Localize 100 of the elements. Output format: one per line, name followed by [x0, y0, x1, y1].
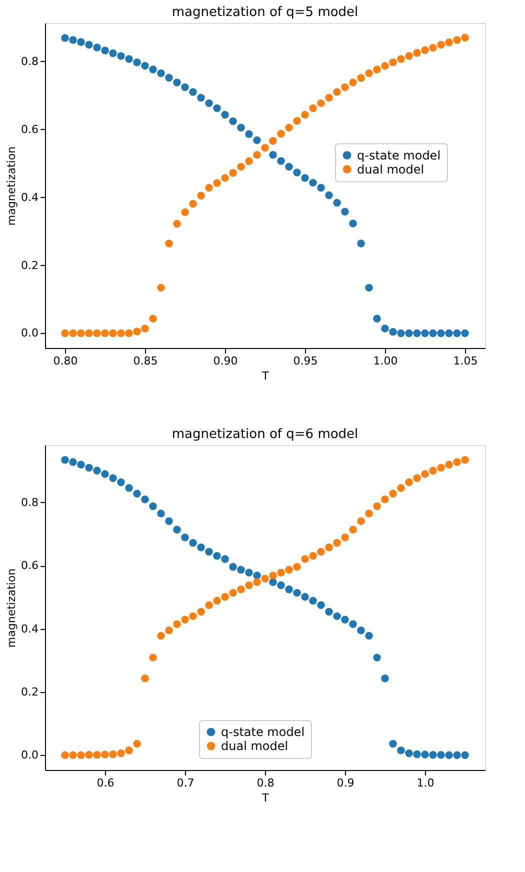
- point: [341, 534, 349, 542]
- point: [309, 552, 317, 560]
- y-tick-label: 0.8: [21, 54, 38, 68]
- point: [213, 104, 221, 112]
- legend-label: dual model: [221, 739, 288, 753]
- point: [405, 52, 413, 60]
- point: [173, 526, 181, 534]
- point: [221, 555, 229, 563]
- chart-title: magnetization of q=5 model: [172, 5, 358, 20]
- point: [237, 162, 245, 171]
- point: [141, 674, 149, 682]
- point: [229, 168, 237, 177]
- point: [69, 36, 77, 44]
- point: [69, 458, 77, 466]
- point: [453, 751, 461, 760]
- point: [349, 78, 357, 86]
- point: [317, 184, 325, 192]
- point: [93, 466, 101, 474]
- x-tick-label: 0.8: [256, 776, 274, 790]
- point: [149, 314, 157, 322]
- point: [101, 329, 109, 338]
- point: [325, 94, 333, 102]
- point: [149, 502, 157, 510]
- point: [285, 585, 293, 594]
- point: [109, 474, 117, 482]
- y-tick-label: 0.8: [21, 496, 38, 509]
- legend-label: dual model: [357, 162, 424, 176]
- point: [101, 750, 109, 758]
- point: [237, 566, 245, 574]
- point: [301, 110, 309, 119]
- point: [77, 751, 85, 760]
- point: [373, 314, 381, 322]
- point: [229, 563, 237, 571]
- point: [365, 632, 373, 640]
- point: [293, 588, 301, 597]
- point: [445, 751, 453, 760]
- point: [61, 329, 69, 338]
- point: [389, 740, 397, 748]
- point: [173, 220, 181, 228]
- point: [173, 78, 181, 86]
- x-axis-title: T: [261, 370, 270, 382]
- point: [269, 578, 277, 586]
- point: [413, 49, 421, 57]
- point: [149, 654, 157, 662]
- y-axis-title: magnetization: [5, 146, 18, 226]
- point: [189, 88, 197, 96]
- legend-label: q-state model: [357, 148, 441, 162]
- point: [309, 178, 317, 187]
- point: [325, 608, 333, 616]
- point: [197, 94, 205, 102]
- point: [277, 581, 285, 590]
- point: [141, 62, 149, 70]
- point: [189, 200, 197, 208]
- point: [413, 329, 421, 338]
- point: [453, 329, 461, 338]
- point: [253, 150, 261, 159]
- x-tick-label: 0.85: [133, 354, 158, 368]
- point: [189, 539, 197, 547]
- point: [293, 563, 301, 571]
- point: [213, 596, 221, 605]
- point: [229, 117, 237, 126]
- point: [301, 555, 309, 563]
- point: [381, 674, 389, 682]
- point: [157, 284, 165, 292]
- point: [389, 328, 397, 336]
- point: [109, 329, 117, 338]
- point: [317, 548, 325, 556]
- point: [333, 88, 341, 96]
- point: [445, 329, 453, 338]
- point: [269, 572, 277, 580]
- point: [133, 740, 141, 748]
- point: [205, 184, 213, 192]
- point: [293, 168, 301, 176]
- point: [237, 124, 245, 132]
- y-tick-label: 0.0: [21, 748, 38, 762]
- x-tick-label: 0.6: [96, 776, 114, 790]
- point: [93, 750, 101, 759]
- point: [397, 329, 405, 338]
- point: [429, 44, 437, 52]
- point: [309, 104, 317, 112]
- point: [245, 157, 253, 166]
- point: [117, 749, 125, 758]
- point: [69, 751, 77, 760]
- point: [301, 593, 309, 601]
- point: [301, 174, 309, 182]
- point: [333, 198, 341, 207]
- point: [397, 484, 405, 492]
- point: [229, 588, 237, 597]
- point: [381, 495, 389, 504]
- point: [269, 137, 277, 145]
- chart-title: magnetization of q=6 model: [172, 427, 358, 442]
- point: [93, 329, 101, 338]
- point: [85, 464, 93, 472]
- y-tick-label: 0.4: [21, 622, 38, 636]
- point: [125, 484, 133, 492]
- point: [261, 144, 269, 152]
- point: [381, 62, 389, 70]
- point: [429, 750, 437, 759]
- point: [117, 478, 125, 486]
- x-tick-label: 0.80: [53, 354, 78, 368]
